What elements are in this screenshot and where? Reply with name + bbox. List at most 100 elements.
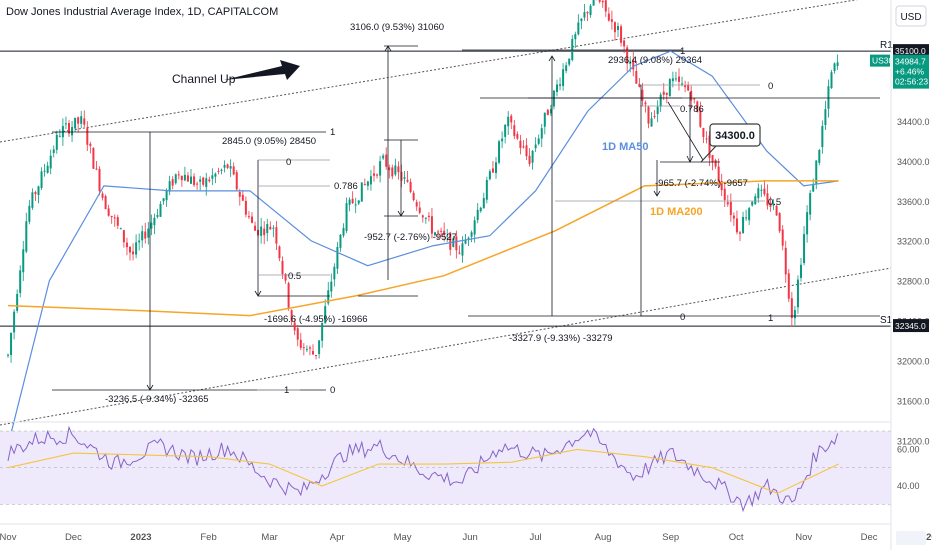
- candle: [217, 170, 220, 172]
- candle: [49, 155, 52, 169]
- candle: [580, 18, 583, 22]
- candle: [531, 150, 534, 163]
- x-tick-label: Sep: [662, 532, 679, 543]
- measure-label: 2845.0 (9.05%) 28450: [222, 136, 316, 147]
- fib-label-786: 0.786: [334, 181, 358, 192]
- candle: [144, 231, 147, 239]
- level-price-s1: 32345.0: [895, 321, 926, 331]
- candle: [613, 22, 616, 33]
- candle: [342, 227, 345, 236]
- rsi-pane[interactable]: 60.00 40.00: [0, 421, 920, 513]
- candle: [796, 279, 799, 308]
- candle: [482, 198, 485, 209]
- ma200-label: 1D MA200: [650, 206, 703, 218]
- candle: [418, 207, 421, 213]
- fib-label-half-2: 0.5: [768, 197, 781, 208]
- candle: [366, 181, 369, 186]
- candle: [400, 171, 403, 181]
- candle: [385, 154, 388, 167]
- candle: [260, 226, 263, 236]
- candle: [43, 170, 46, 172]
- candle: [202, 177, 205, 185]
- x-tick-label: 2023: [130, 532, 151, 543]
- candle: [363, 184, 366, 186]
- level-price-r1: 35100.0: [895, 46, 926, 56]
- candle: [696, 101, 699, 112]
- candle: [693, 98, 696, 100]
- candle: [415, 202, 418, 207]
- candle: [244, 200, 247, 215]
- measure-label: -3327.9 (-9.33%) -33279: [509, 333, 613, 344]
- candle: [406, 179, 409, 182]
- candle: [31, 192, 34, 208]
- candle: [110, 215, 113, 218]
- candle: [623, 40, 626, 47]
- y-tick-label: 31200.0: [897, 436, 930, 446]
- fib-label-one-4: 1: [768, 313, 773, 324]
- candle: [348, 199, 351, 205]
- candle: [333, 266, 336, 280]
- candle: [302, 347, 305, 349]
- time-axis[interactable]: Nov Dec 2023 Feb Mar Apr May Jun Jul Aug Sep Oct Nov…: [0, 523, 932, 545]
- candle: [336, 246, 339, 269]
- y-tick-label: 32800.0: [897, 277, 930, 287]
- candle: [278, 246, 281, 259]
- rsi-ma-line: [7, 448, 839, 494]
- candle: [632, 59, 635, 70]
- candle: [638, 83, 641, 87]
- target-callout-text: 34300.0: [715, 130, 755, 142]
- measure-label: -1696.6 (-4.95%) -16966: [264, 314, 368, 325]
- candle: [254, 225, 257, 231]
- candle: [199, 179, 202, 182]
- candle: [226, 164, 229, 168]
- candle: [488, 171, 491, 180]
- candle: [534, 144, 537, 149]
- x-tick-label: May: [394, 532, 412, 543]
- candle: [769, 202, 772, 207]
- ma50-line: [7, 50, 839, 446]
- candle: [19, 270, 22, 293]
- measure-arrow-icon: [686, 155, 694, 163]
- level-price-box: [893, 319, 929, 333]
- settings-gear-icon[interactable]: [896, 531, 926, 545]
- level-name-r1: R1: [880, 40, 893, 51]
- candle: [501, 138, 504, 142]
- y-tick-label: 34400.0: [897, 117, 930, 127]
- candle: [208, 179, 211, 182]
- candle: [674, 78, 677, 80]
- plot-area[interactable]: R3R2R1S1US302845.0 (9.05%) 28450-3236.5 …: [0, 0, 894, 446]
- projection-line: [667, 101, 704, 161]
- candle: [644, 102, 647, 105]
- candle: [784, 247, 787, 275]
- candle: [321, 322, 324, 341]
- currency-box[interactable]: [895, 5, 927, 27]
- candle: [77, 117, 80, 124]
- candle: [7, 354, 9, 356]
- candle: [83, 118, 86, 125]
- candle: [705, 138, 708, 140]
- candle: [193, 176, 196, 185]
- candle: [16, 293, 19, 311]
- candle: [421, 215, 424, 218]
- candle: [330, 281, 333, 292]
- candle: [165, 190, 168, 201]
- candle: [528, 155, 531, 164]
- candle: [135, 242, 138, 255]
- y-tick-label: 33200.0: [897, 237, 930, 247]
- candle: [269, 226, 272, 230]
- candle: [369, 176, 372, 185]
- price-axis[interactable]: USD 31200.031600.032000.032400.032800.03…: [890, 0, 930, 550]
- candle: [601, 0, 604, 3]
- candle: [809, 193, 812, 215]
- candle: [409, 181, 412, 192]
- rsi-tick-label: 60.00: [897, 444, 920, 454]
- candle: [729, 201, 732, 216]
- candle: [549, 109, 552, 114]
- candle: [577, 22, 580, 35]
- x-tick-label: 2024: [926, 532, 932, 543]
- fib-label-zero-2: 0: [286, 157, 291, 168]
- candle: [168, 181, 171, 192]
- level-name-s1: S1: [880, 315, 893, 326]
- candle: [565, 65, 568, 71]
- candle: [498, 141, 501, 163]
